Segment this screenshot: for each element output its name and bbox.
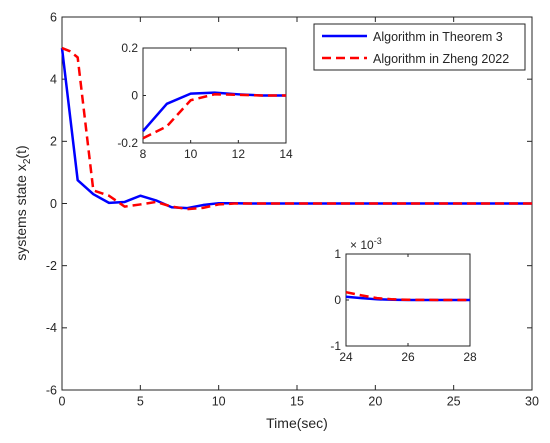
main-ytick-label-6: 6 <box>50 10 57 24</box>
inset-1-ytick-label-2: 0.2 <box>121 41 138 55</box>
main-ytick-label-2: -2 <box>46 259 57 273</box>
inset-1-xtick-label-2: 12 <box>232 147 246 161</box>
inset-zoom-24-28: 24 26 28 -1 0 1 × 10-3 <box>330 236 477 364</box>
y-axis-label-subscript: 2 <box>22 158 33 164</box>
inset-1-series-1 <box>142 93 286 140</box>
inset-2-xtick-label-1: 26 <box>401 350 415 364</box>
main-xtick-label-1: 5 <box>137 395 144 409</box>
main-ytick-label-4: 2 <box>50 135 57 149</box>
main-xtick-label-4: 20 <box>368 395 382 409</box>
inset-2-multiplier-base: × 10 <box>350 238 374 252</box>
inset-2-series-1 <box>345 290 470 302</box>
inset-2-xtick-label-2: 28 <box>463 350 477 364</box>
inset-2-multiplier-exponent: -3 <box>374 236 382 246</box>
inset-2-ytick-label-1: 0 <box>334 293 341 307</box>
main-ytick-label-5: 4 <box>50 73 57 87</box>
inset-2-series-lines <box>345 290 470 302</box>
inset-2-ytick-label-0: -1 <box>330 339 341 353</box>
main-xtick-label-3: 15 <box>290 395 304 409</box>
legend-label-zheng2022: Algorithm in Zheng 2022 <box>373 52 509 66</box>
main-ytick-label-1: -4 <box>46 321 57 335</box>
inset-1-ytick-label-1: 0 <box>131 89 138 103</box>
main-series-1 <box>61 46 532 211</box>
main-xtick-label-6: 30 <box>525 395 539 409</box>
x-axis-label: Time(sec) <box>266 415 328 431</box>
inset-1-ytick-label-0: -0.2 <box>117 136 138 150</box>
y-axis-label-main: systems state x <box>13 164 29 260</box>
y-axis-label-suffix: (t) <box>13 145 29 158</box>
main-xtick-label-0: 0 <box>59 395 66 409</box>
inset-2-ytick-label-2: 1 <box>334 247 341 261</box>
inset-1-xtick-label-3: 14 <box>279 147 293 161</box>
y-axis-label: systems state x2(t) <box>13 145 33 260</box>
inset-1-ticks: 8 10 12 14 -0.2 0 0.2 <box>117 41 293 161</box>
inset-2-xtick-label-0: 24 <box>339 350 353 364</box>
inset-1-series-lines <box>142 91 286 140</box>
inset-1-xtick-label-1: 10 <box>184 147 198 161</box>
main-ytick-label-0: -6 <box>46 383 57 397</box>
legend-label-theorem3: Algorithm in Theorem 3 <box>373 30 503 44</box>
inset-2-ticks: 24 26 28 -1 0 1 <box>330 247 477 364</box>
inset-zoom-8-14: 8 10 12 14 -0.2 0 0.2 <box>117 41 293 161</box>
legend: Algorithm in Theorem 3 Algorithm in Zhen… <box>313 23 526 71</box>
main-xtick-label-2: 10 <box>212 395 226 409</box>
inset-2-multiplier: × 10-3 <box>350 236 382 252</box>
legend-box <box>313 23 526 71</box>
main-series-lines <box>60 46 532 211</box>
main-ytick-label-3: 0 <box>50 197 57 211</box>
main-series-0 <box>60 47 532 210</box>
main-xtick-label-5: 25 <box>447 395 461 409</box>
inset-1-xtick-label-0: 8 <box>140 147 147 161</box>
